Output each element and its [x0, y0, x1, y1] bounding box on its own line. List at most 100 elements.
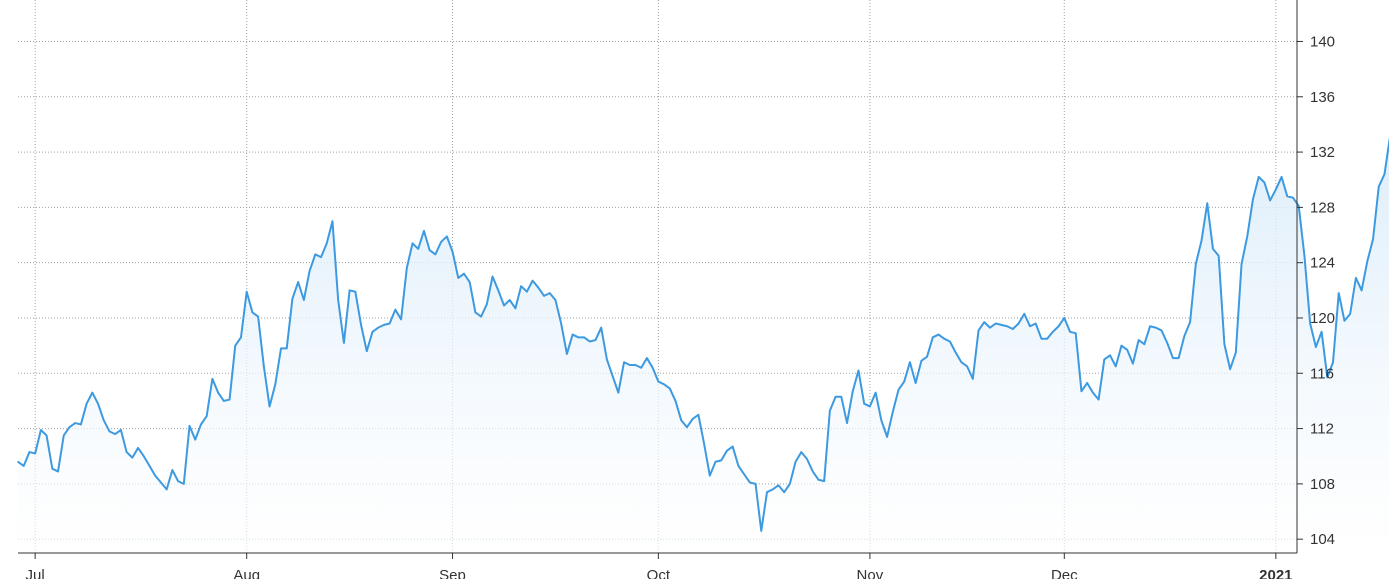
- data-point: [57, 470, 59, 473]
- data-point: [794, 460, 797, 463]
- data-point: [1257, 176, 1260, 178]
- data-point: [903, 380, 906, 383]
- data-point: [954, 351, 957, 354]
- data-point: [1017, 322, 1020, 325]
- data-point: [303, 299, 305, 301]
- data-point: [1046, 337, 1048, 340]
- data-point: [1235, 351, 1237, 354]
- data-point: [834, 395, 837, 398]
- data-point: [68, 426, 71, 428]
- data-point: [280, 347, 282, 350]
- data-point: [1086, 382, 1088, 384]
- data-point: [1177, 357, 1180, 359]
- data-point: [1275, 188, 1277, 191]
- data-point: [1183, 335, 1186, 337]
- data-point: [1355, 277, 1357, 279]
- data-point: [131, 456, 134, 459]
- series-area-fill: [18, 143, 1389, 553]
- data-point: [691, 418, 694, 420]
- y-tick-label: 140: [1310, 33, 1335, 50]
- data-point: [909, 361, 911, 364]
- data-point: [857, 369, 860, 372]
- data-point: [543, 295, 545, 297]
- data-point: [1195, 263, 1197, 265]
- data-point: [817, 478, 820, 481]
- data-point: [617, 391, 620, 394]
- data-point: [297, 281, 299, 283]
- data-point: [1280, 176, 1283, 178]
- data-point: [22, 465, 25, 467]
- data-point: [45, 434, 48, 437]
- data-point: [1366, 260, 1369, 263]
- data-point: [80, 423, 82, 426]
- data-point: [749, 481, 751, 484]
- data-point: [714, 460, 717, 463]
- y-tick-label: 128: [1310, 199, 1335, 216]
- data-point: [348, 289, 351, 292]
- data-point: [1029, 325, 1031, 328]
- data-point: [526, 290, 528, 293]
- data-point: [468, 281, 471, 283]
- data-point: [731, 445, 734, 448]
- data-point: [949, 340, 951, 343]
- data-point: [17, 460, 19, 463]
- data-point: [360, 324, 362, 326]
- x-tick-label: Sep: [439, 567, 466, 579]
- data-point: [411, 242, 414, 245]
- data-point: [428, 249, 431, 252]
- data-point: [537, 286, 540, 289]
- data-point: [240, 336, 242, 339]
- data-point: [800, 451, 803, 453]
- data-point: [383, 324, 385, 326]
- data-point: [989, 326, 991, 329]
- data-point: [548, 292, 551, 294]
- data-point: [897, 389, 900, 391]
- data-point: [1269, 199, 1271, 202]
- data-point: [846, 422, 848, 424]
- data-point: [640, 366, 643, 369]
- data-point: [1069, 331, 1071, 333]
- data-point: [972, 378, 974, 380]
- data-point: [646, 357, 648, 359]
- data-point: [811, 470, 814, 473]
- data-point: [1212, 248, 1214, 250]
- data-point: [560, 322, 562, 325]
- data-point: [171, 469, 174, 471]
- data-point: [571, 333, 574, 336]
- x-tick-label: Aug: [233, 567, 260, 579]
- series-line-path: [17, 136, 1389, 532]
- data-point: [789, 483, 791, 485]
- data-point: [588, 340, 591, 343]
- data-point: [388, 322, 391, 325]
- y-tick-label: 112: [1310, 421, 1334, 438]
- data-point: [446, 235, 448, 238]
- data-point: [291, 297, 294, 300]
- data-point: [337, 299, 339, 301]
- data-point: [1217, 254, 1220, 257]
- data-point: [51, 467, 54, 470]
- data-point: [1320, 331, 1323, 333]
- data-point: [325, 242, 328, 245]
- data-point: [674, 400, 677, 402]
- data-point: [1246, 235, 1249, 238]
- data-point: [120, 429, 122, 431]
- data-point: [520, 285, 522, 287]
- data-point: [1206, 202, 1209, 205]
- data-point: [920, 360, 923, 362]
- data-point: [1109, 354, 1111, 357]
- data-point: [709, 474, 711, 477]
- data-point: [148, 465, 151, 467]
- data-point: [108, 430, 111, 433]
- x-tick-label: Oct: [647, 567, 671, 579]
- data-point: [634, 364, 637, 366]
- data-point: [1337, 292, 1340, 294]
- data-point: [1154, 326, 1157, 329]
- series-line: [17, 136, 1389, 532]
- data-point: [583, 336, 585, 339]
- y-tick-label: 120: [1310, 310, 1335, 327]
- data-point: [34, 452, 36, 455]
- data-point: [686, 426, 688, 428]
- data-point: [697, 413, 700, 416]
